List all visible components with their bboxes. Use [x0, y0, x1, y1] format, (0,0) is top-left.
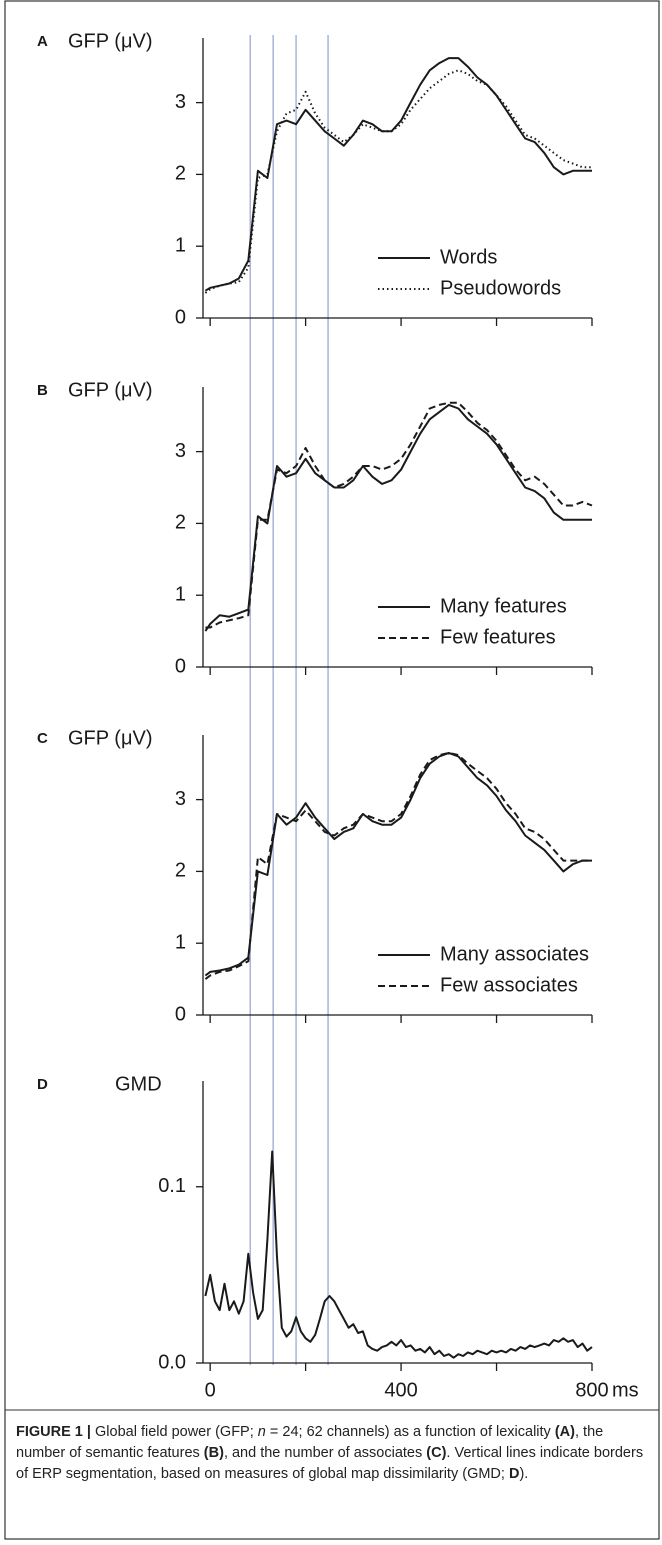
y-tick-label: 2 [175, 512, 186, 534]
caption-text: (A) [554, 1424, 575, 1440]
x-tick-label: 0 [205, 1379, 216, 1401]
y-axis-label: GFP (μV) [68, 379, 153, 401]
data-line [204, 57, 592, 292]
y-tick-label: 1 [175, 931, 186, 953]
legend-label: Many features [440, 595, 567, 617]
y-tick-label: 0 [175, 306, 186, 328]
y-tick-label: 3 [175, 440, 186, 462]
y-tick-label: 0.0 [158, 1351, 186, 1373]
y-tick-label: 1 [175, 583, 186, 605]
caption-text: (B) [203, 1445, 224, 1461]
legend-label: Few associates [440, 974, 578, 996]
data-line [204, 69, 592, 294]
x-tick-label: 800 [575, 1379, 608, 1401]
y-axis-label: GMD [115, 1073, 162, 1095]
legend-label: Many associates [440, 943, 589, 965]
caption-text: . Vertical lines indicate borders of ERP… [16, 1445, 644, 1482]
legend-label: Words [440, 246, 497, 268]
caption-text: D [508, 1466, 520, 1482]
caption-text: , and the number of associates [223, 1445, 427, 1461]
panel-label: D [37, 1076, 48, 1093]
y-tick-label: 1 [175, 234, 186, 256]
caption-text: (C) [426, 1445, 447, 1461]
y-tick-label: 0.1 [158, 1175, 186, 1197]
x-tick-label: 400 [384, 1379, 417, 1401]
data-line [204, 751, 592, 977]
data-line [205, 401, 593, 629]
y-tick-label: 2 [175, 860, 186, 882]
y-tick-label: 0 [175, 655, 186, 677]
x-unit: ms [612, 1379, 639, 1401]
panel-label: B [37, 382, 48, 399]
y-tick-label: 3 [175, 91, 186, 113]
y-tick-label: 0 [175, 1003, 186, 1025]
caption-text: n [257, 1424, 266, 1440]
panel-label: A [37, 33, 48, 50]
caption-text: Global field power (GFP; [95, 1424, 258, 1440]
caption-label: FIGURE 1 | [16, 1424, 91, 1440]
y-axis-label: GFP (μV) [68, 30, 153, 52]
caption-text: ). [519, 1466, 529, 1482]
legend-label: Pseudowords [440, 277, 561, 299]
caption: FIGURE 1 | Global field power (GFP; n = … [16, 1422, 646, 1485]
panel-label: C [37, 730, 48, 747]
y-axis-label: GFP (μV) [68, 727, 153, 749]
caption-text: , the number of semantic features [16, 1424, 604, 1461]
y-tick-label: 2 [175, 163, 186, 185]
frame [4, 0, 660, 1540]
data-line [204, 1150, 593, 1359]
y-tick-label: 3 [175, 788, 186, 810]
legend-label: Few features [440, 626, 556, 648]
caption-text: = 24; 62 channels) as a function of lexi… [265, 1424, 555, 1440]
data-line [204, 403, 592, 632]
